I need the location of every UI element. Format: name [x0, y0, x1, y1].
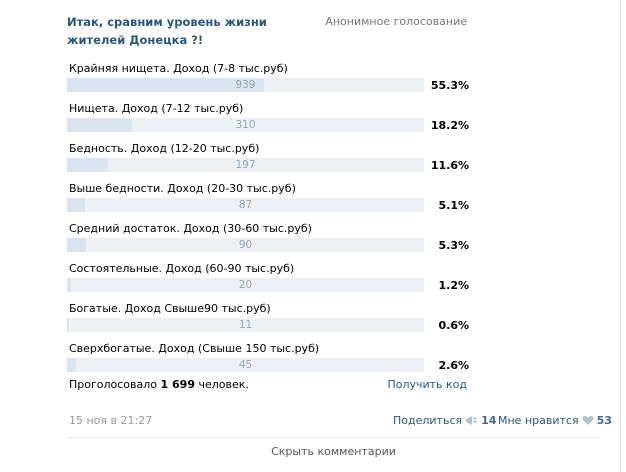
option-label: Богатые. Доход Свыше90 тыс.руб)	[69, 302, 271, 315]
option-bar-fill	[67, 358, 77, 372]
like-button[interactable]: Мне нравится 53	[498, 414, 612, 429]
option-percent: 5.1%	[438, 199, 469, 212]
option-percent: 18.2%	[430, 119, 469, 132]
option-bar[interactable]: 20	[67, 278, 424, 292]
option-bar-fill	[67, 238, 86, 252]
option-label: Состоятельные. Доход (60-90 тыс.руб)	[69, 262, 295, 275]
voted-prefix: Проголосовало	[69, 378, 158, 391]
option-count: 310	[235, 119, 256, 131]
option-bar-fill	[67, 118, 132, 132]
option-count: 197	[235, 159, 256, 171]
option-bar-fill	[67, 158, 109, 172]
post-date[interactable]: 15 ноя в 21:27	[69, 414, 153, 427]
voted-count: 1 699	[160, 378, 195, 391]
option-count: 90	[238, 239, 253, 251]
option-label: Бедность. Доход (12-20 тыс.руб)	[69, 142, 260, 155]
poll-option[interactable]: Крайняя нищета. Доход (7-8 тыс.руб) 939 …	[67, 57, 469, 97]
option-percent: 2.6%	[438, 359, 469, 372]
option-bar[interactable]: 90	[67, 238, 424, 252]
poll-option[interactable]: Выше бедности. Доход (20-30 тыс.руб) 87 …	[67, 177, 469, 217]
option-count: 87	[238, 199, 253, 211]
option-bar-fill	[67, 318, 70, 332]
option-bar[interactable]: 310	[67, 118, 424, 132]
divider	[67, 437, 600, 438]
option-bar-fill	[67, 278, 72, 292]
poll-type: Анонимное голосование	[325, 15, 467, 28]
poll-option[interactable]: Средний достаток. Доход (30-60 тыс.руб) …	[67, 217, 469, 257]
poll-option[interactable]: Сверхбогатые. Доход (Свыше 150 тыс.руб) …	[67, 337, 469, 377]
poll-footer: Проголосовало 1 699 человек. Получить ко…	[67, 378, 469, 398]
option-bar-fill	[67, 198, 86, 212]
get-code-link[interactable]: Получить код	[387, 378, 467, 391]
poll-option[interactable]: Нищета. Доход (7-12 тыс.руб) 310 18.2%	[67, 97, 469, 137]
like-count: 53	[596, 414, 612, 427]
option-label: Нищета. Доход (7-12 тыс.руб)	[69, 102, 244, 115]
option-percent: 1.2%	[438, 279, 469, 292]
megaphone-icon	[465, 415, 478, 429]
option-count: 45	[238, 359, 253, 371]
voted-summary: Проголосовало 1 699 человек.	[69, 378, 249, 391]
option-percent: 55.3%	[430, 79, 469, 92]
option-label: Сверхбогатые. Доход (Свыше 150 тыс.руб)	[69, 342, 320, 355]
option-percent: 5.3%	[438, 239, 469, 252]
option-count: 20	[238, 279, 253, 291]
share-button[interactable]: Поделиться 14	[393, 414, 496, 429]
option-label: Средний достаток. Доход (30-60 тыс.руб)	[69, 222, 312, 235]
option-count: 939	[235, 79, 256, 91]
option-bar[interactable]: 11	[67, 318, 424, 332]
poll-option[interactable]: Состоятельные. Доход (60-90 тыс.руб) 20 …	[67, 257, 469, 297]
option-label: Выше бедности. Доход (20-30 тыс.руб)	[69, 182, 296, 195]
poll-header: Итак, сравним уровень жизни жителей Доне…	[67, 13, 469, 53]
poll-option[interactable]: Богатые. Доход Свыше90 тыс.руб) 11 0.6%	[67, 297, 469, 337]
option-label: Крайняя нищета. Доход (7-8 тыс.руб)	[69, 62, 288, 75]
option-percent: 0.6%	[438, 319, 469, 332]
poll-option[interactable]: Бедность. Доход (12-20 тыс.руб) 197 11.6…	[67, 137, 469, 177]
option-bar-fill	[67, 78, 265, 92]
option-bar[interactable]: 939	[67, 78, 424, 92]
voted-suffix: человек.	[198, 378, 249, 391]
option-count: 11	[238, 319, 253, 331]
poll-title: Итак, сравним уровень жизни жителей Доне…	[67, 15, 267, 47]
poll-options: Крайняя нищета. Доход (7-8 тыс.руб) 939 …	[67, 57, 469, 377]
option-bar[interactable]: 45	[67, 358, 424, 372]
heart-icon	[582, 415, 594, 429]
option-bar[interactable]: 197	[67, 158, 424, 172]
share-label: Поделиться	[393, 414, 463, 427]
hide-comments-link[interactable]: Скрыть комментарии	[271, 445, 396, 458]
post-meta: 15 ноя в 21:27 Поделиться 14 Мне нравится…	[67, 414, 612, 430]
poll: Итак, сравним уровень жизни жителей Доне…	[67, 13, 469, 398]
option-bar[interactable]: 87	[67, 198, 424, 212]
option-percent: 11.6%	[430, 159, 469, 172]
panel-border	[620, 0, 621, 472]
share-count: 14	[481, 414, 497, 427]
like-label: Мне нравится	[498, 414, 579, 427]
